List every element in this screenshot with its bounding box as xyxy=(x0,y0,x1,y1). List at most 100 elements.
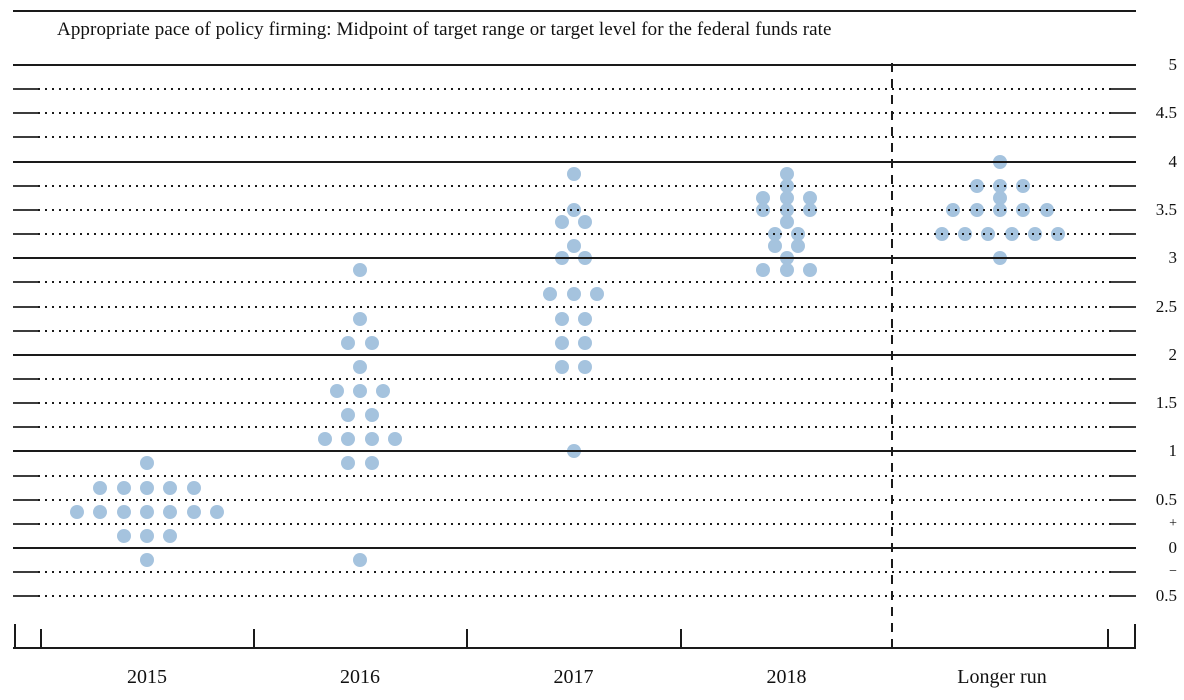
projection-dot xyxy=(93,504,108,519)
gridline-right-cap xyxy=(1111,305,1136,308)
projection-dot xyxy=(554,335,569,350)
projection-dot xyxy=(566,239,581,254)
gridline-left-cap xyxy=(13,136,38,139)
projection-dot xyxy=(767,239,782,254)
chart-title: Appropriate pace of policy firming: Midp… xyxy=(57,19,832,40)
projection-dot xyxy=(163,480,178,495)
projection-dot xyxy=(802,263,817,278)
projection-dot xyxy=(116,480,131,495)
projection-dot xyxy=(578,311,593,326)
x-axis-label: 2015 xyxy=(127,666,167,688)
gridline-left-cap xyxy=(13,281,38,284)
gridline-left-cap xyxy=(13,88,38,91)
gridline-left-cap xyxy=(13,402,38,405)
projection-dot xyxy=(364,408,379,423)
projection-dot xyxy=(387,432,402,447)
gridline-solid-1 xyxy=(13,450,1136,453)
gridline-right-cap xyxy=(1111,402,1136,405)
gridline-dotted-4.25 xyxy=(38,136,1111,139)
projection-dot xyxy=(543,287,558,302)
x-axis-tick xyxy=(14,624,16,648)
projection-dot xyxy=(209,504,224,519)
gridline-left-cap xyxy=(13,208,38,211)
projection-dot xyxy=(554,214,569,229)
x-axis-tick xyxy=(40,629,42,648)
projection-dot xyxy=(93,480,108,495)
top-rule xyxy=(13,10,1136,12)
projection-dot xyxy=(341,408,356,423)
projection-dot xyxy=(140,480,154,495)
projection-dot xyxy=(116,528,131,543)
gridline-left-cap xyxy=(13,112,38,115)
x-axis-tick xyxy=(680,629,682,648)
projection-dot xyxy=(341,456,356,471)
projection-dot xyxy=(589,287,604,302)
y-axis-label: 5 xyxy=(1168,55,1178,74)
gridline-dotted-1.25 xyxy=(38,426,1111,429)
gridline-right-cap xyxy=(1111,184,1136,187)
projection-dot xyxy=(802,190,817,205)
projection-dot xyxy=(376,384,391,399)
x-axis-label: 2018 xyxy=(766,666,807,688)
projection-dot xyxy=(341,335,356,350)
projection-dot xyxy=(554,311,569,326)
y-axis-label: 3.5 xyxy=(1155,199,1177,219)
projection-dot xyxy=(566,166,581,181)
gridline-solid-5 xyxy=(13,64,1136,66)
y-axis-label: 1.5 xyxy=(1155,393,1177,413)
gridline-left-cap xyxy=(13,329,38,332)
gridline-right-cap xyxy=(1111,522,1136,525)
x-axis-line xyxy=(13,647,1136,649)
gridline-dotted-2.75 xyxy=(38,281,1111,284)
x-axis-label: Longer run xyxy=(957,666,1047,688)
projection-dot xyxy=(578,359,593,374)
gridline-solid-3 xyxy=(13,257,1136,260)
y-axis-label: + xyxy=(1169,515,1177,531)
gridline-left-cap xyxy=(13,571,38,574)
x-axis-label: 2017 xyxy=(553,666,594,688)
x-axis-tick xyxy=(1107,629,1109,648)
gridline-right-cap xyxy=(1111,233,1136,236)
gridline-left-cap xyxy=(13,522,38,525)
gridline-dotted-2.5 xyxy=(38,305,1111,308)
gridline-solid-2 xyxy=(13,353,1136,356)
y-axis-label: 1 xyxy=(1168,441,1178,461)
projection-dot xyxy=(756,263,771,278)
y-axis-label: 3 xyxy=(1168,248,1178,268)
projection-dot xyxy=(566,287,581,302)
projection-dot xyxy=(353,553,367,568)
gridline-left-cap xyxy=(13,305,38,308)
y-axis-label: 4 xyxy=(1168,151,1178,171)
y-axis-label: 0.5 xyxy=(1155,586,1177,606)
projection-dot xyxy=(140,504,154,519)
gridline-dotted-4.5 xyxy=(38,112,1111,115)
projection-dot xyxy=(186,480,201,495)
gridline-right-cap xyxy=(1111,208,1136,211)
projection-dot xyxy=(140,553,154,568)
projection-dot xyxy=(353,311,367,326)
gridline-right-cap xyxy=(1111,88,1136,91)
projection-dot xyxy=(318,432,333,447)
longer-run-divider-dashed-line xyxy=(891,63,893,648)
gridline-dotted-0.5 xyxy=(38,498,1111,501)
projection-dot xyxy=(779,263,794,278)
gridline-left-cap xyxy=(13,233,38,236)
projection-dot xyxy=(341,432,356,447)
projection-dot xyxy=(779,214,794,229)
projection-dot xyxy=(353,384,367,399)
gridline-dotted-2.25 xyxy=(38,329,1111,332)
gridline-right-cap xyxy=(1111,426,1136,429)
projection-dot xyxy=(779,166,794,181)
gridline-right-cap xyxy=(1111,498,1136,501)
projection-dot xyxy=(186,504,201,519)
gridline-dotted-0.25 xyxy=(38,522,1111,525)
gridline-right-cap xyxy=(1111,571,1136,574)
gridline-right-cap xyxy=(1111,474,1136,477)
gridline-dotted-3.25 xyxy=(38,233,1111,236)
gridline-right-cap xyxy=(1111,329,1136,332)
gridline-left-cap xyxy=(13,184,38,187)
x-axis-tick xyxy=(1134,624,1136,648)
projection-dot xyxy=(329,384,344,399)
gridline-dotted--0.5 xyxy=(38,595,1111,598)
